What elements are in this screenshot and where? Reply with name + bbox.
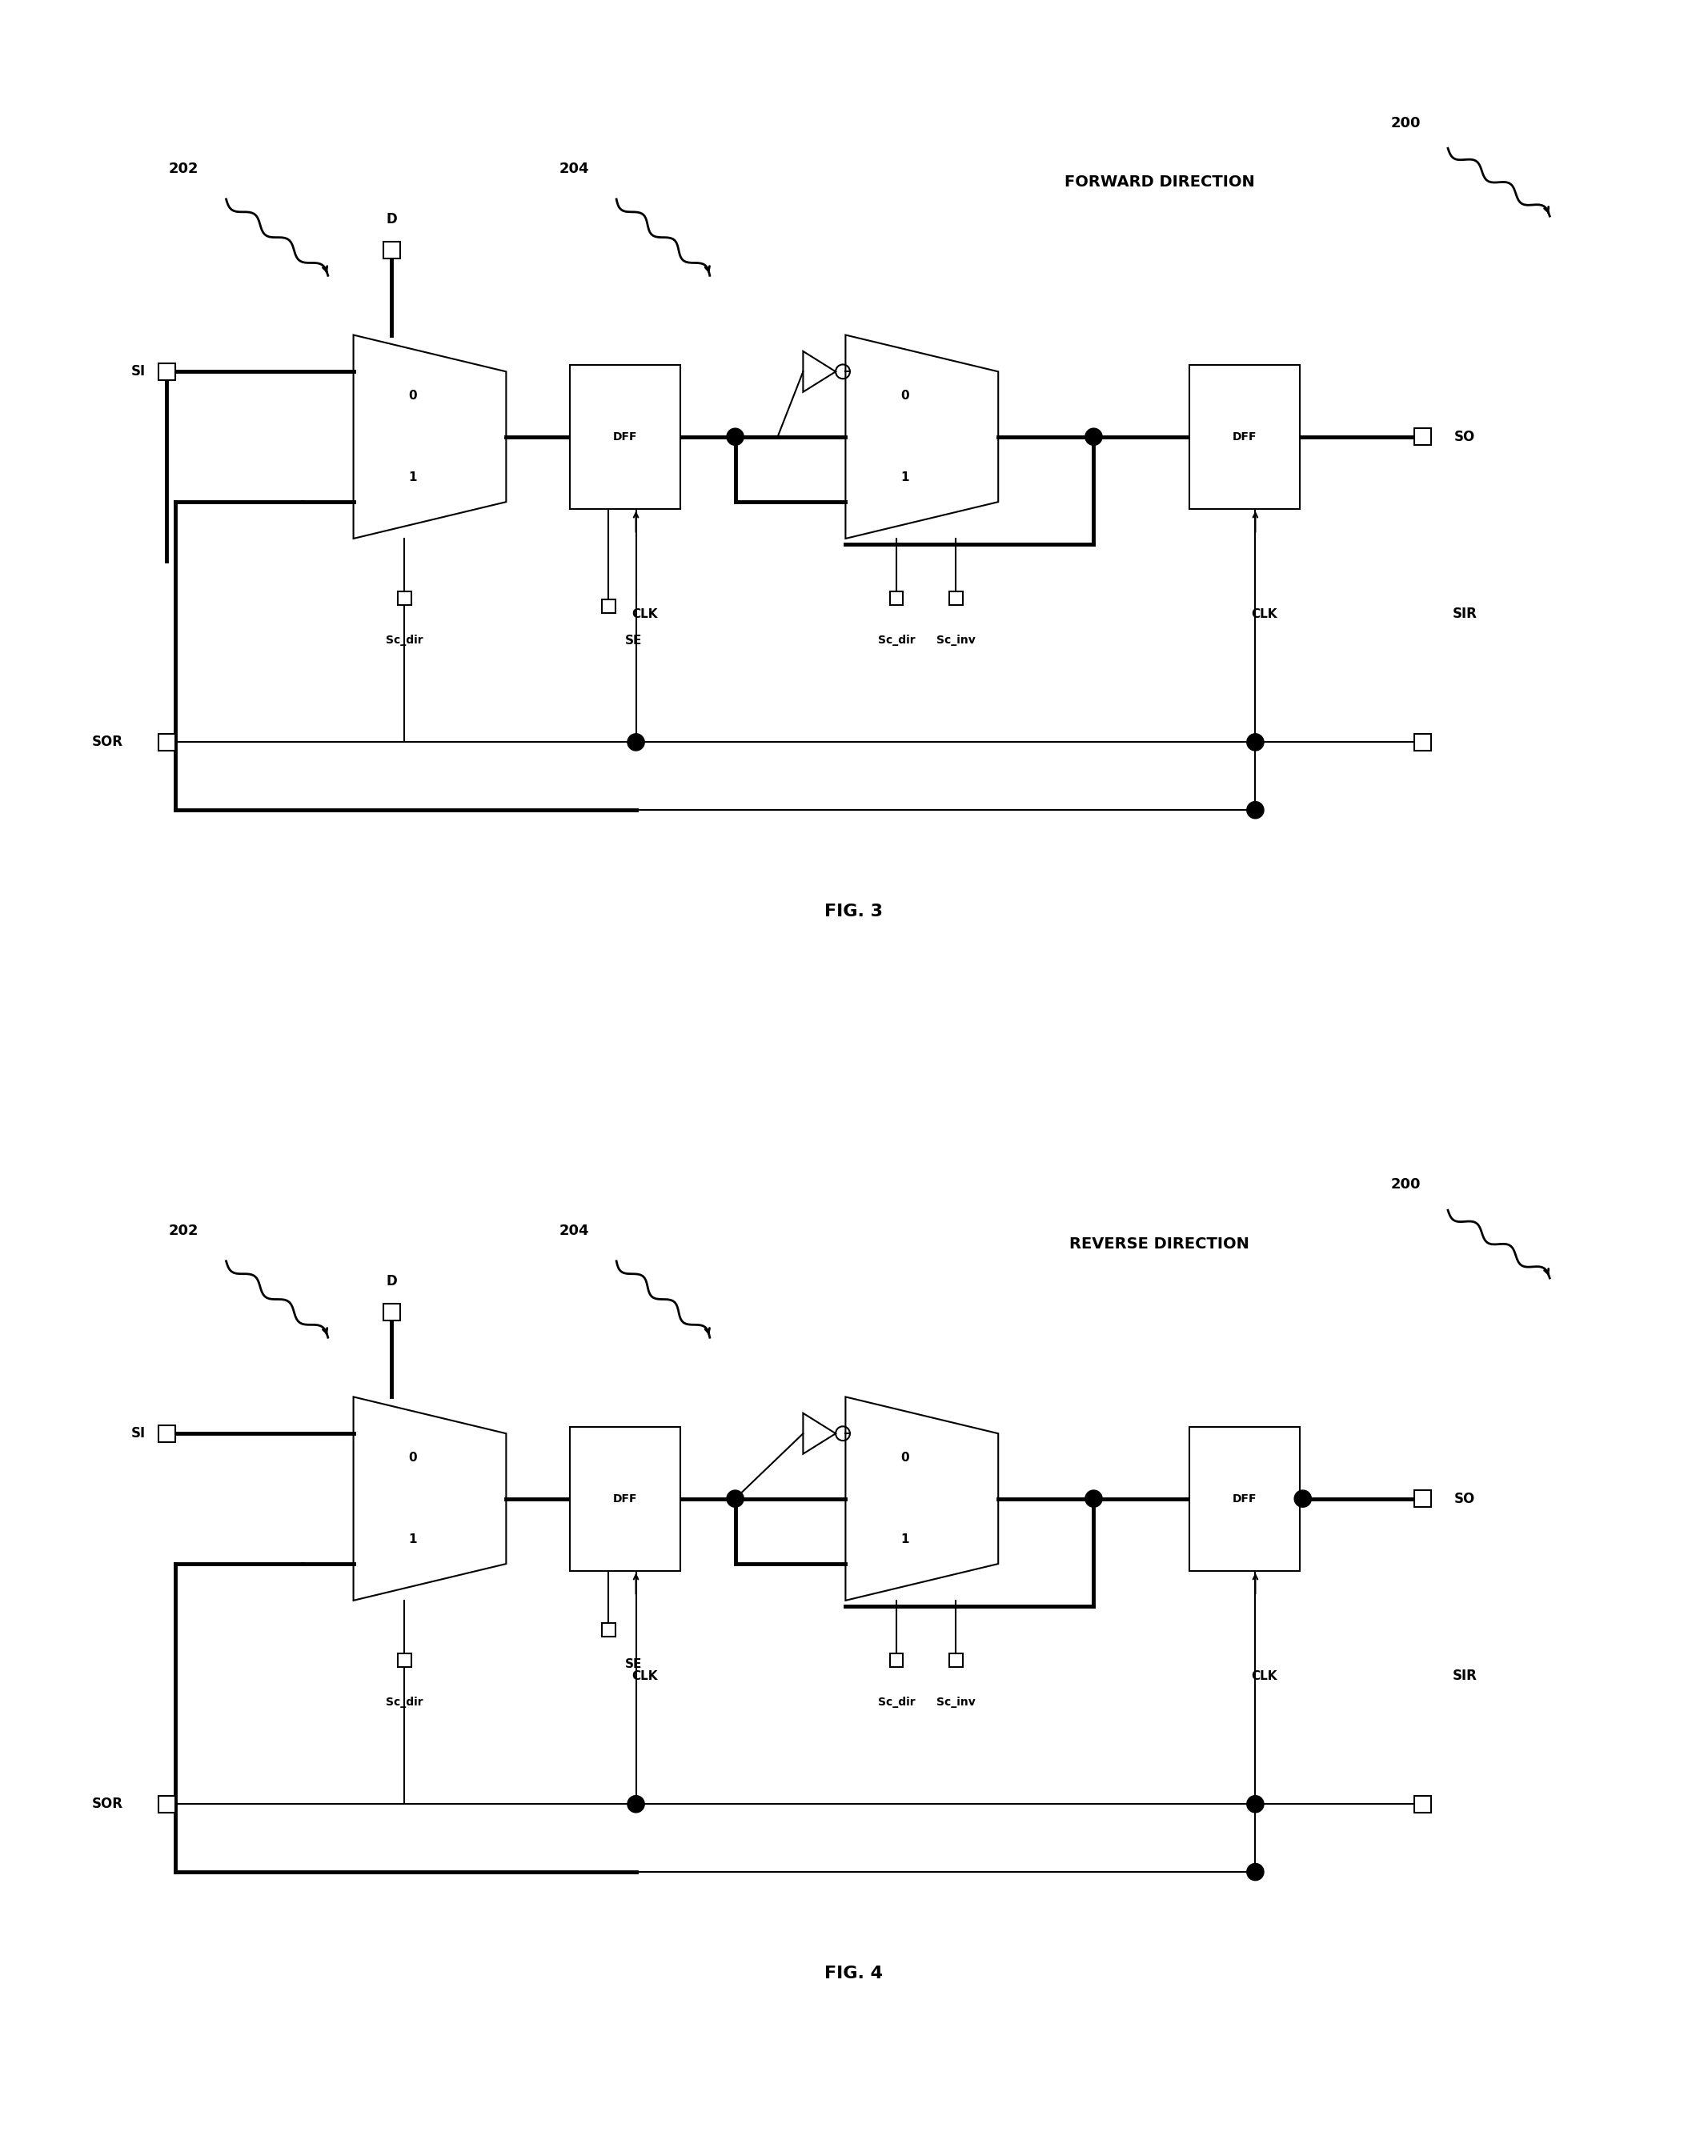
Text: 1: 1 xyxy=(900,1533,909,1546)
Text: CLK: CLK xyxy=(1250,608,1278,621)
Text: CLK: CLK xyxy=(632,1671,658,1682)
Text: REVERSE DIRECTION: REVERSE DIRECTION xyxy=(1069,1238,1250,1253)
Text: DFF: DFF xyxy=(613,1494,637,1505)
Circle shape xyxy=(1247,1796,1264,1813)
Text: 204: 204 xyxy=(559,1222,589,1238)
Circle shape xyxy=(726,429,743,446)
Bar xyxy=(1414,1796,1431,1813)
Bar xyxy=(1414,429,1431,446)
Bar xyxy=(890,1654,904,1667)
Bar xyxy=(570,1427,680,1572)
Text: 202: 202 xyxy=(169,162,198,177)
Bar xyxy=(1414,1490,1431,1507)
Text: 204: 204 xyxy=(559,162,589,177)
Bar xyxy=(398,591,412,604)
Text: 1: 1 xyxy=(900,472,909,483)
Bar xyxy=(570,364,680,509)
Circle shape xyxy=(1085,1490,1102,1507)
Text: Sc_inv: Sc_inv xyxy=(936,1697,975,1708)
Text: Sc_dir: Sc_dir xyxy=(878,1697,915,1708)
Bar xyxy=(159,362,176,379)
Circle shape xyxy=(726,1490,743,1507)
Text: D: D xyxy=(386,1274,396,1289)
Bar xyxy=(950,591,963,604)
Bar xyxy=(398,1654,412,1667)
Text: SE: SE xyxy=(625,634,642,647)
Text: 1: 1 xyxy=(408,472,417,483)
Bar xyxy=(1189,1427,1300,1572)
Text: CLK: CLK xyxy=(1250,1671,1278,1682)
Bar xyxy=(159,1796,176,1813)
Text: DFF: DFF xyxy=(1231,1494,1257,1505)
Text: SO: SO xyxy=(1455,429,1476,444)
Text: SI: SI xyxy=(130,364,145,379)
Bar xyxy=(1189,364,1300,509)
Text: 0: 0 xyxy=(900,390,909,401)
Bar xyxy=(950,1654,963,1667)
Text: 202: 202 xyxy=(169,1222,198,1238)
Bar xyxy=(1414,733,1431,750)
Text: FIG. 4: FIG. 4 xyxy=(825,1966,883,1981)
Text: SE: SE xyxy=(625,1658,642,1671)
Text: SIR: SIR xyxy=(1452,1669,1477,1684)
Text: 0: 0 xyxy=(900,1451,909,1464)
Text: D: D xyxy=(386,213,396,226)
Bar xyxy=(159,1425,176,1442)
Bar xyxy=(383,1304,400,1319)
Bar xyxy=(601,599,615,612)
Text: Sc_inv: Sc_inv xyxy=(936,634,975,647)
Circle shape xyxy=(627,733,644,750)
Text: FORWARD DIRECTION: FORWARD DIRECTION xyxy=(1064,175,1255,190)
Text: SO: SO xyxy=(1455,1492,1476,1505)
Text: DFF: DFF xyxy=(613,431,637,442)
Text: 0: 0 xyxy=(408,390,417,401)
Text: SIR: SIR xyxy=(1452,606,1477,621)
Circle shape xyxy=(1247,1863,1264,1880)
Text: CLK: CLK xyxy=(632,608,658,621)
Text: 200: 200 xyxy=(1390,116,1421,129)
Bar xyxy=(383,241,400,259)
Text: DFF: DFF xyxy=(1231,431,1257,442)
Text: SI: SI xyxy=(130,1427,145,1440)
Circle shape xyxy=(627,1796,644,1813)
Circle shape xyxy=(1295,1490,1312,1507)
Circle shape xyxy=(1247,802,1264,819)
Bar xyxy=(601,1623,615,1636)
Text: 0: 0 xyxy=(408,1451,417,1464)
Circle shape xyxy=(1085,429,1102,446)
Text: Sc_dir: Sc_dir xyxy=(386,1697,424,1708)
Text: Sc_dir: Sc_dir xyxy=(386,634,424,647)
Text: FIG. 3: FIG. 3 xyxy=(825,903,883,921)
Text: Sc_dir: Sc_dir xyxy=(878,634,915,647)
Circle shape xyxy=(1247,733,1264,750)
Text: SOR: SOR xyxy=(92,1796,123,1811)
Text: 1: 1 xyxy=(408,1533,417,1546)
Bar xyxy=(890,591,904,604)
Bar xyxy=(159,733,176,750)
Text: 200: 200 xyxy=(1390,1177,1421,1192)
Text: SOR: SOR xyxy=(92,735,123,750)
